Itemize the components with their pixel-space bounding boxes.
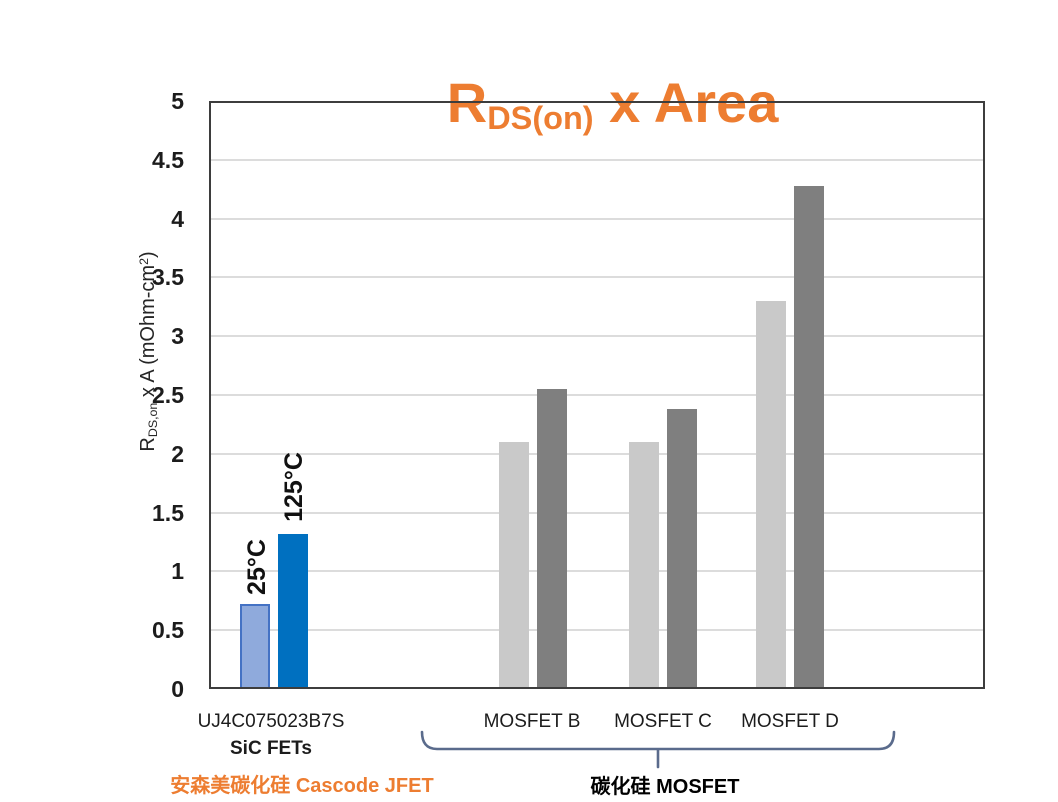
y-tick-label: 2: [171, 440, 184, 467]
y-tick-label: 5: [171, 88, 184, 114]
y-tick-label: 0.5: [152, 617, 184, 644]
y-tick-label: 1.5: [152, 499, 184, 526]
gridline: [209, 394, 985, 396]
x-label-part-number: UJ4C075023B7S: [197, 711, 345, 732]
x-label-jfet-group: UJ4C075023B7S SiC FETs: [151, 708, 391, 762]
annotation-cascode-jfet: 安森美碳化硅 Cascode JFET: [170, 775, 434, 797]
chart-title-subscript: DS(on): [487, 100, 594, 137]
gridline: [209, 276, 985, 279]
x-label-sic-fets: SiC FETs: [230, 738, 312, 759]
y-axis-title-close: ): [137, 251, 159, 258]
gridline: [209, 335, 985, 338]
y-tick-label: 3: [171, 323, 184, 350]
gridline: [209, 158, 985, 161]
bar-125C-mosfet: [537, 389, 567, 689]
bar-25C-mosfet: [629, 442, 659, 689]
y-axis-title: RDS,on x A (mOhm-cm2): [109, 195, 160, 519]
gridline: [209, 217, 985, 220]
y-tick-label: 2.5: [152, 382, 184, 408]
gridline: [209, 511, 985, 514]
bar-25C-uj4c075023b7s: [240, 604, 270, 689]
bar-label-125c: 125°C: [280, 452, 308, 522]
bar-125C-uj4c075023b7s: [278, 533, 308, 689]
x-label-mosfet-b: MOSFET B: [483, 711, 581, 732]
brace-icon: [420, 730, 896, 769]
x-label-mosfet-d: MOSFET D: [741, 711, 839, 732]
bar-label-25c: 25°C: [243, 539, 271, 595]
plot-area: [209, 101, 985, 689]
x-label-mosfet-c: MOSFET C: [614, 711, 712, 732]
y-tick-label: 3.5: [152, 264, 184, 291]
annotation-sic-mosfet: 碳化硅 MOSFET: [590, 776, 740, 798]
bar-25C-mosfet: [756, 300, 786, 689]
bar-125C-mosfet: [667, 409, 697, 689]
y-tick-label: 0: [171, 676, 184, 702]
y-tick-label: 4.5: [152, 146, 184, 173]
gridline: [209, 629, 985, 632]
y-tick-label: 1: [171, 558, 184, 585]
y-tick-label: 4: [171, 205, 184, 232]
bar-25C-mosfet: [499, 442, 529, 689]
gridline: [209, 570, 985, 573]
bar-125C-mosfet: [794, 185, 824, 689]
gridline: [209, 452, 985, 455]
chart-title: RDS(on) x Area: [209, 4, 985, 136]
